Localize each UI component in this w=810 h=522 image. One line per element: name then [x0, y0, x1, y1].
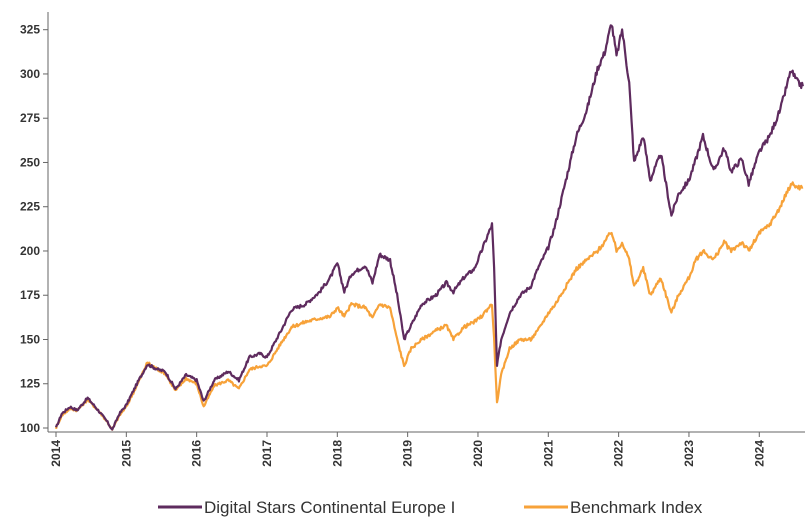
x-tick-label: 2014 [49, 440, 63, 467]
y-axis-ticks: 100 125 150 175 200 225 250 275 300 325 [20, 23, 48, 435]
x-tick-label: 2021 [541, 440, 555, 467]
x-tick-label: 2020 [471, 440, 485, 467]
x-tick-label: 2024 [752, 440, 766, 467]
y-tick-label: 175 [20, 288, 40, 302]
y-tick-label: 125 [20, 377, 40, 391]
y-tick-label: 200 [20, 244, 40, 258]
x-tick-label: 2017 [260, 440, 274, 467]
legend-item-digital-stars-label: Digital Stars Continental Europe I [204, 498, 455, 517]
x-tick-label: 2016 [190, 440, 204, 467]
y-tick-label: 225 [20, 200, 40, 214]
series-line-benchmark [54, 181, 804, 431]
legend-item-benchmark-label: Benchmark Index [570, 498, 703, 517]
y-tick-label: 250 [20, 155, 40, 169]
y-tick-label: 275 [20, 111, 40, 125]
y-tick-label: 150 [20, 332, 40, 346]
series-line-digital-stars [54, 24, 804, 431]
x-tick-label: 2015 [119, 440, 133, 467]
x-tick-label: 2023 [682, 440, 696, 467]
legend: Digital Stars Continental Europe I Benchm… [158, 498, 703, 517]
y-tick-label: 100 [20, 421, 40, 435]
x-tick-label: 2019 [401, 440, 415, 467]
series-layer [54, 24, 804, 431]
x-tick-label: 2018 [330, 440, 344, 467]
x-axis-ticks: 2014 2015 2016 2017 2018 2019 2020 2021 2022 2023… [49, 432, 766, 467]
y-tick-label: 300 [20, 67, 40, 81]
x-tick-label: 2022 [612, 440, 626, 467]
y-tick-label: 325 [20, 23, 40, 37]
